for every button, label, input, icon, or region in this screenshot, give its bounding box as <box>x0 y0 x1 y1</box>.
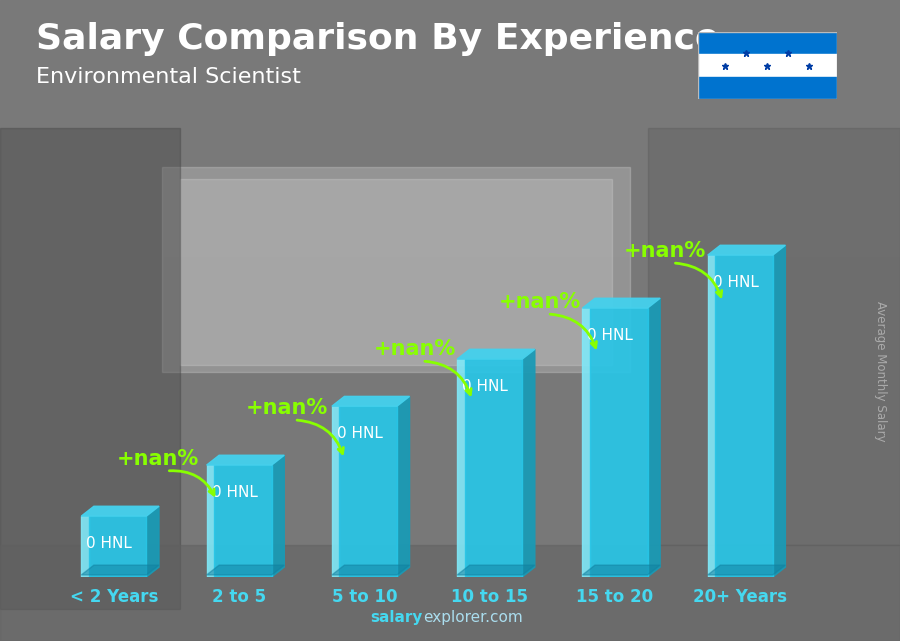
Text: explorer.com: explorer.com <box>423 610 523 625</box>
Text: 0 HNL: 0 HNL <box>337 426 382 441</box>
Polygon shape <box>272 455 284 577</box>
Polygon shape <box>716 255 773 577</box>
Polygon shape <box>457 359 464 577</box>
Text: 0 HNL: 0 HNL <box>212 485 257 500</box>
Polygon shape <box>332 406 339 577</box>
Text: +nan%: +nan% <box>499 292 581 312</box>
Polygon shape <box>457 565 535 575</box>
Polygon shape <box>582 308 590 577</box>
Text: +nan%: +nan% <box>624 241 706 261</box>
Bar <box>0 545 900 641</box>
Bar <box>180 179 612 365</box>
Polygon shape <box>207 465 214 577</box>
Polygon shape <box>81 565 159 575</box>
Polygon shape <box>81 506 159 516</box>
Polygon shape <box>590 308 648 577</box>
Bar <box>0 128 180 609</box>
Bar <box>648 128 900 545</box>
Polygon shape <box>457 349 535 359</box>
Polygon shape <box>147 506 159 577</box>
Polygon shape <box>332 396 410 406</box>
Polygon shape <box>582 565 660 575</box>
Polygon shape <box>81 516 89 577</box>
Polygon shape <box>339 406 397 577</box>
Text: +nan%: +nan% <box>246 398 328 418</box>
Bar <box>698 32 837 54</box>
Polygon shape <box>707 565 786 575</box>
Polygon shape <box>707 246 786 255</box>
Text: Salary Comparison By Experience: Salary Comparison By Experience <box>36 22 719 56</box>
Bar <box>162 167 630 372</box>
Bar <box>0 0 900 256</box>
Text: +nan%: +nan% <box>117 449 199 469</box>
Text: Average Monthly Salary: Average Monthly Salary <box>874 301 886 442</box>
Polygon shape <box>648 298 660 577</box>
Polygon shape <box>522 349 535 577</box>
Polygon shape <box>89 516 147 577</box>
Polygon shape <box>464 359 522 577</box>
Polygon shape <box>207 455 284 465</box>
Bar <box>698 54 837 77</box>
Polygon shape <box>707 255 716 577</box>
Polygon shape <box>773 246 786 577</box>
Bar <box>698 77 837 99</box>
Text: +nan%: +nan% <box>374 339 455 359</box>
Polygon shape <box>397 396 410 577</box>
Text: 0 HNL: 0 HNL <box>588 328 634 343</box>
Polygon shape <box>207 565 284 575</box>
Polygon shape <box>214 465 272 577</box>
Polygon shape <box>332 565 410 575</box>
Text: 0 HNL: 0 HNL <box>86 536 132 551</box>
Text: Environmental Scientist: Environmental Scientist <box>36 67 301 87</box>
Text: 0 HNL: 0 HNL <box>463 379 508 394</box>
Polygon shape <box>582 298 660 308</box>
Text: 0 HNL: 0 HNL <box>713 275 759 290</box>
Text: salary: salary <box>371 610 423 625</box>
